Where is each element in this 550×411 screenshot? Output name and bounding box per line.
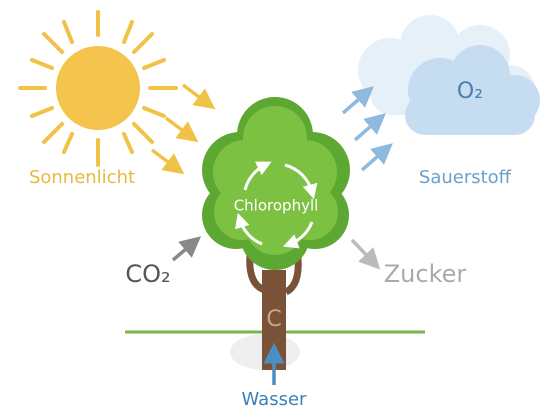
oxygen-formula: O₂: [457, 79, 483, 104]
chlorophyll-label: Chlorophyll: [234, 197, 319, 215]
photosynthesis-diagram: Sonnenlicht Sauerstoff O₂ Chlorophyll CO…: [0, 0, 550, 411]
sugar-label: Zucker: [384, 260, 467, 288]
trunk-label: C: [266, 307, 281, 332]
water-label: Wasser: [242, 389, 308, 410]
co2-label: CO₂: [125, 260, 170, 288]
oxygen-label: Sauerstoff: [419, 167, 512, 188]
sun-label: Sonnenlicht: [29, 167, 135, 188]
sun: [20, 12, 176, 165]
cloud: [358, 15, 540, 135]
